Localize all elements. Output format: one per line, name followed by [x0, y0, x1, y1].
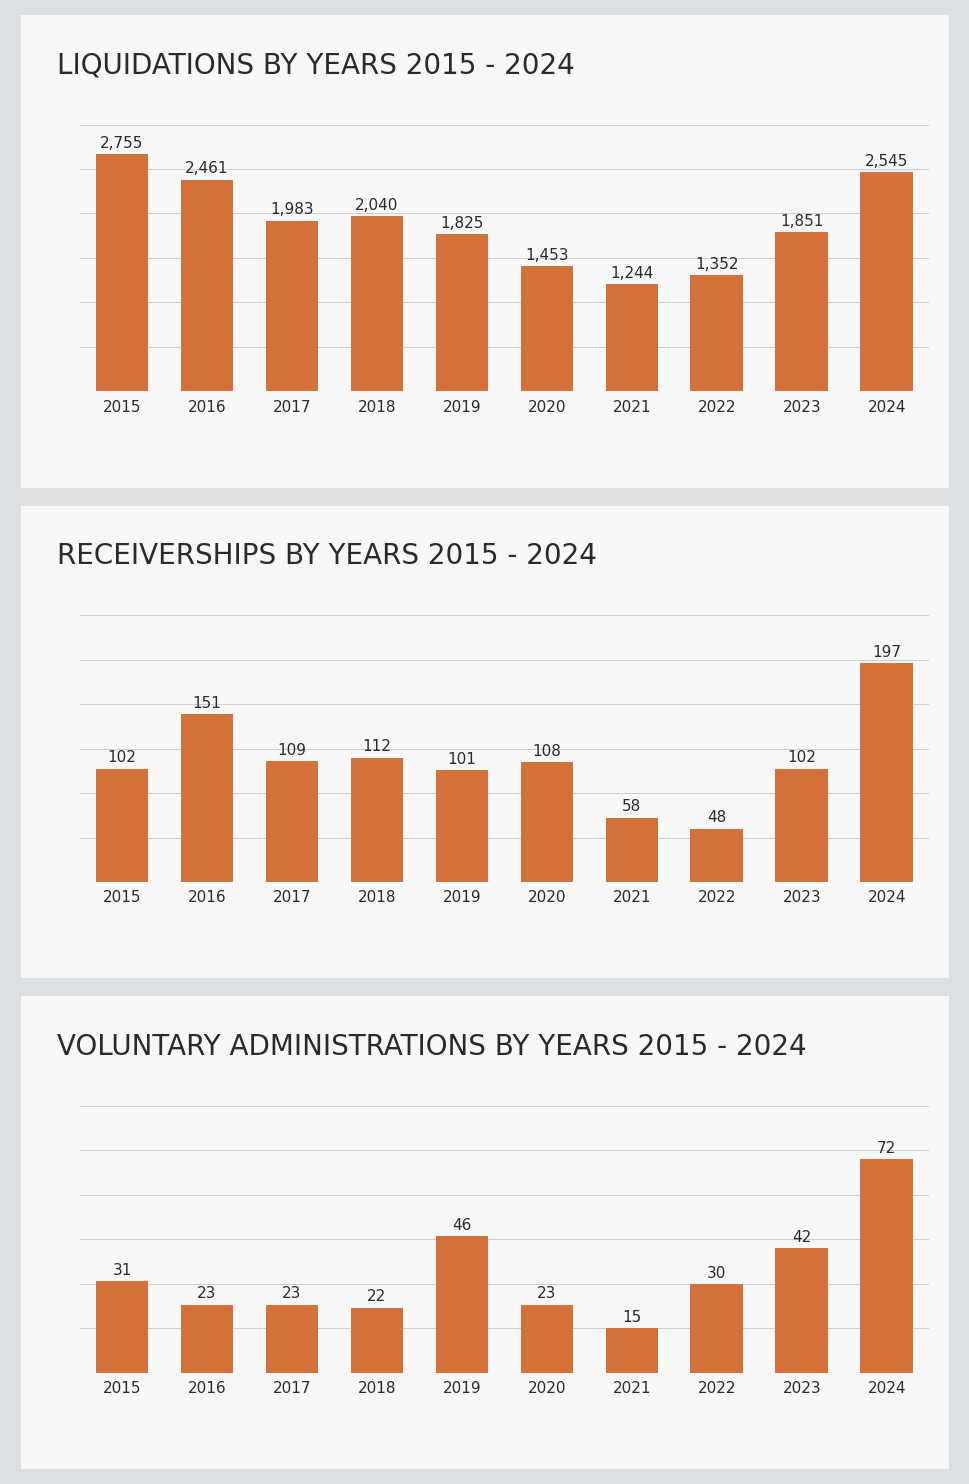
Bar	[435, 1236, 487, 1373]
Text: 46: 46	[452, 1218, 471, 1233]
Bar	[96, 154, 148, 392]
Text: 15: 15	[621, 1310, 641, 1325]
Bar	[180, 714, 234, 881]
Bar	[266, 761, 318, 881]
Bar	[266, 1304, 318, 1373]
Text: 102: 102	[787, 751, 815, 766]
Bar	[605, 285, 658, 392]
Bar	[605, 1328, 658, 1373]
Bar	[435, 234, 487, 392]
Bar	[860, 172, 912, 392]
Text: 2,461: 2,461	[185, 162, 229, 177]
Bar	[350, 215, 403, 392]
Text: 31: 31	[112, 1263, 132, 1278]
Bar	[774, 232, 828, 392]
Bar	[96, 1281, 148, 1373]
Bar	[180, 1304, 234, 1373]
Bar	[690, 1284, 742, 1373]
Text: 1,851: 1,851	[779, 214, 823, 229]
Bar	[520, 266, 573, 392]
Text: 102: 102	[108, 751, 137, 766]
Bar	[350, 1307, 403, 1373]
Text: 1,983: 1,983	[270, 202, 313, 218]
Text: 101: 101	[447, 751, 476, 767]
Text: 2,545: 2,545	[864, 154, 908, 169]
Text: 22: 22	[367, 1290, 387, 1304]
Text: 197: 197	[871, 646, 900, 660]
Bar	[860, 663, 912, 881]
Text: 112: 112	[362, 739, 391, 754]
Text: 2,040: 2,040	[355, 197, 398, 212]
Bar	[690, 275, 742, 392]
Text: 23: 23	[197, 1287, 216, 1301]
Bar	[266, 221, 318, 392]
Text: RECEIVERSHIPS BY YEARS 2015 - 2024: RECEIVERSHIPS BY YEARS 2015 - 2024	[56, 542, 596, 570]
Bar	[435, 770, 487, 881]
Text: 108: 108	[532, 743, 561, 758]
Text: 1,352: 1,352	[695, 257, 737, 272]
Text: 2,755: 2,755	[100, 137, 143, 151]
Text: 42: 42	[792, 1230, 811, 1245]
Text: 23: 23	[282, 1287, 301, 1301]
Text: 109: 109	[277, 742, 306, 758]
Text: 1,244: 1,244	[610, 266, 653, 280]
Bar	[774, 769, 828, 881]
Bar	[180, 180, 234, 392]
Bar	[860, 1159, 912, 1373]
Text: 72: 72	[876, 1141, 895, 1156]
Bar	[520, 761, 573, 881]
Text: VOLUNTARY ADMINISTRATIONS BY YEARS 2015 - 2024: VOLUNTARY ADMINISTRATIONS BY YEARS 2015 …	[56, 1033, 805, 1061]
Bar	[690, 828, 742, 881]
Bar	[520, 1304, 573, 1373]
Text: 151: 151	[193, 696, 221, 711]
Text: 23: 23	[537, 1287, 556, 1301]
Text: 1,825: 1,825	[440, 217, 484, 232]
Bar	[605, 818, 658, 881]
Bar	[774, 1248, 828, 1373]
Text: LIQUIDATIONS BY YEARS 2015 - 2024: LIQUIDATIONS BY YEARS 2015 - 2024	[56, 52, 574, 80]
Text: 30: 30	[706, 1266, 726, 1281]
Bar	[350, 757, 403, 881]
Text: 48: 48	[706, 810, 726, 825]
Text: 58: 58	[621, 800, 641, 815]
Bar	[96, 769, 148, 881]
Text: 1,453: 1,453	[524, 248, 568, 263]
